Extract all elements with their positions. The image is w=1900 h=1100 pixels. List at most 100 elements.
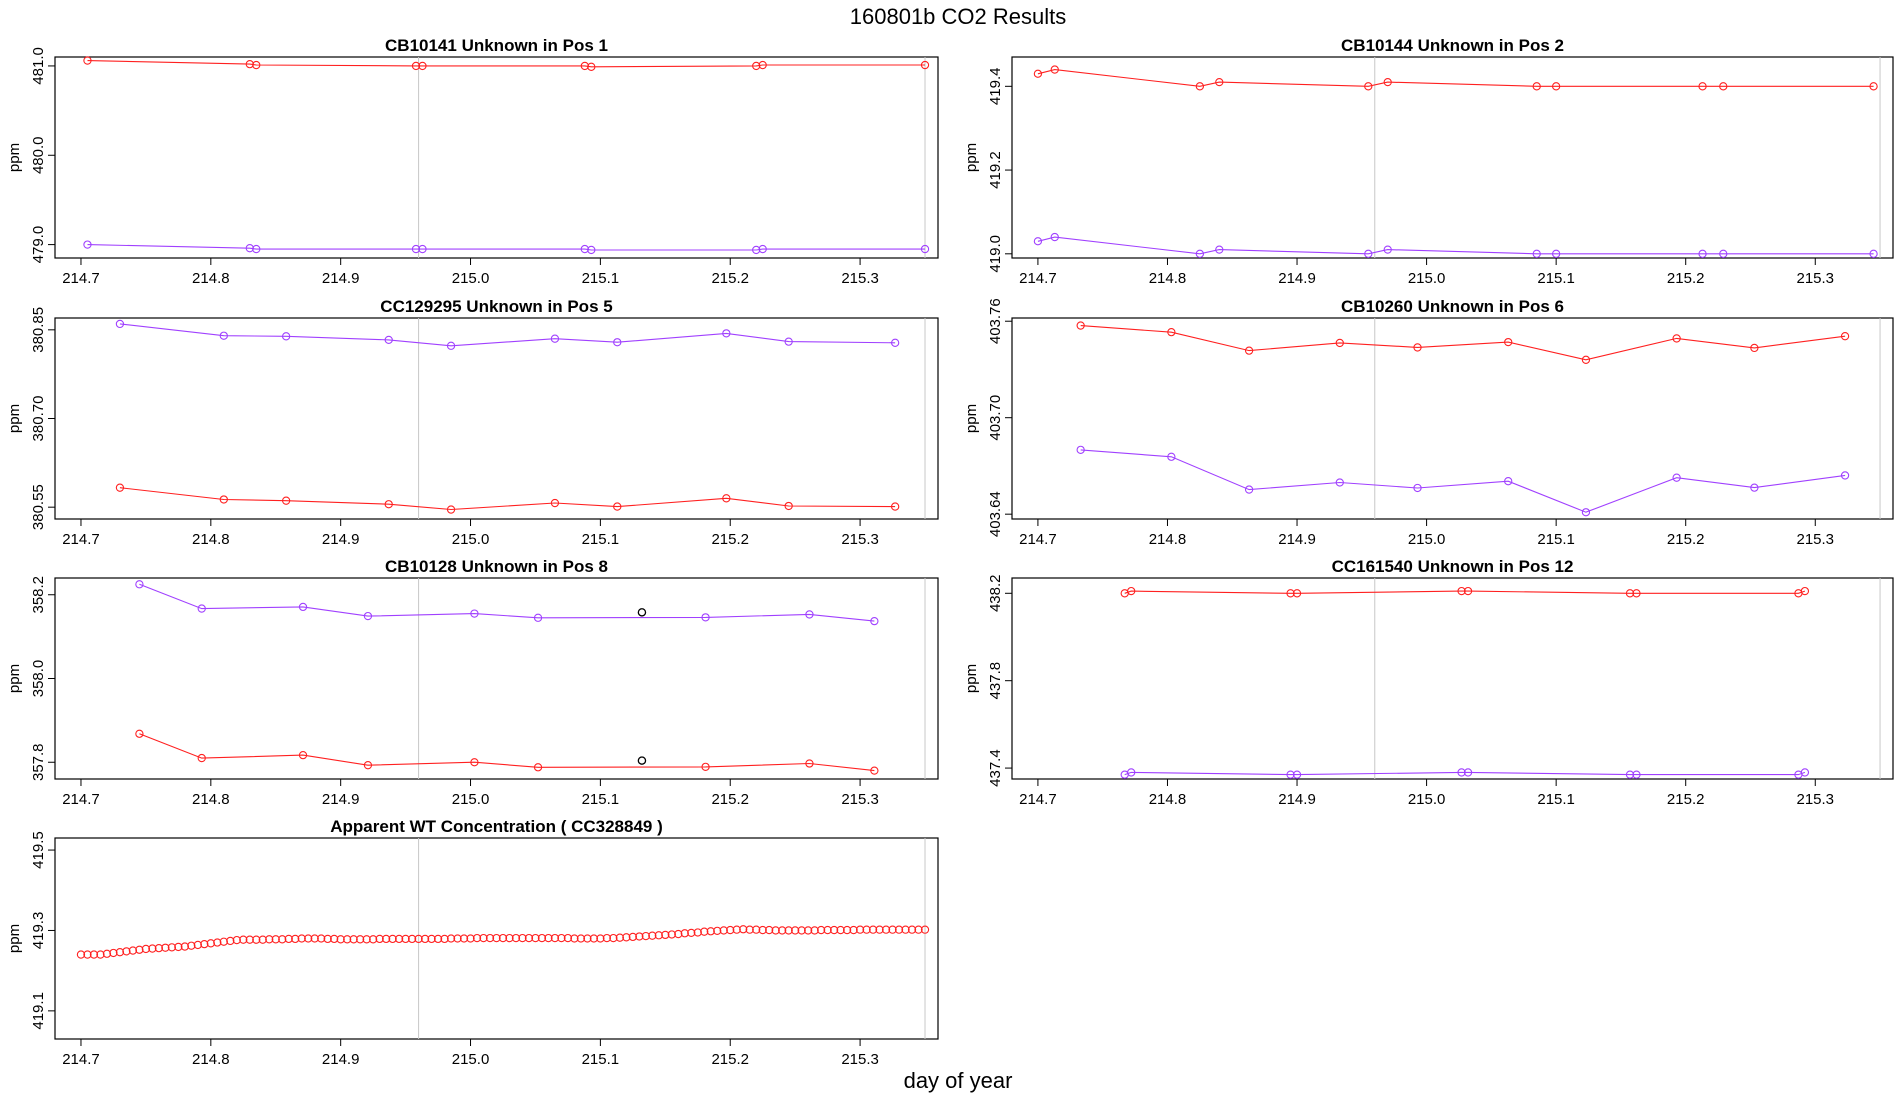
data-point (252, 935, 261, 944)
data-point (739, 925, 748, 934)
panel-4: CB10260 Unknown in Pos 6 ppm 214.7 214.8 214… (963, 297, 1894, 548)
data-point (1033, 69, 1043, 78)
y-axis-label: ppm (963, 143, 980, 172)
data-point (771, 926, 780, 935)
series-line (1080, 449, 1846, 513)
data-point (583, 934, 592, 943)
data-point (661, 930, 670, 940)
data-point (1672, 334, 1681, 343)
data-point (381, 934, 391, 944)
data-point (791, 926, 800, 935)
x-tick-label: 215.1 (1537, 791, 1575, 808)
data-point (1672, 473, 1681, 482)
data-point (1750, 483, 1759, 492)
data-point (613, 502, 622, 511)
data-point (868, 925, 878, 934)
data-point (700, 927, 709, 936)
data-point (1383, 245, 1392, 254)
figure-title: 160801b CO2 Results (850, 4, 1066, 29)
data-point (1840, 332, 1850, 341)
data-point (407, 934, 417, 944)
data-point (1195, 82, 1205, 91)
data-point (1364, 249, 1373, 258)
data-point (870, 766, 879, 775)
y-tick-label: 437.4 (987, 749, 1004, 787)
data-point (816, 925, 826, 935)
data-point (1364, 82, 1373, 91)
x-tick-label: 215.0 (452, 1051, 490, 1068)
data-point (1383, 77, 1392, 87)
panels: CB10141 Unknown in Pos 1 ppm 214.7 214.8 214… (6, 36, 1894, 1068)
data-point (784, 501, 793, 511)
data-point (336, 935, 345, 944)
data-point (148, 944, 157, 953)
data-point (881, 925, 891, 934)
data-point (362, 935, 371, 944)
data-point (492, 933, 501, 943)
plot-frame (54, 56, 939, 259)
data-point (1625, 589, 1635, 598)
data-point (498, 933, 508, 943)
x-tick-label: 215.2 (711, 1051, 749, 1068)
data-point (323, 934, 332, 944)
data-point (1244, 485, 1254, 494)
y-axis-label: ppm (6, 664, 23, 693)
data-point (1800, 768, 1810, 777)
x-tick-label: 214.9 (322, 1051, 360, 1068)
data-point (613, 338, 622, 347)
figure-x-axis-label: day of year (904, 1068, 1013, 1093)
data-point (602, 933, 612, 943)
series-line (1080, 325, 1846, 361)
y-tick-label: 419.5 (30, 831, 47, 869)
data-point (297, 934, 306, 943)
data-point (1719, 82, 1728, 91)
data-point (1457, 586, 1466, 596)
series-line (119, 487, 896, 511)
x-tick-label: 214.9 (1278, 270, 1316, 287)
data-point (829, 925, 839, 935)
data-point (701, 762, 710, 772)
data-point (1195, 249, 1205, 258)
data-point (446, 505, 456, 514)
data-point (1335, 478, 1344, 487)
x-tick-label: 214.8 (192, 531, 230, 548)
data-point (213, 938, 222, 947)
data-point (161, 943, 170, 952)
panel-title: Apparent WT Concentration ( CC328849 ) (330, 817, 663, 836)
data-point (589, 934, 599, 943)
data-point (745, 925, 754, 934)
data-point (1127, 586, 1136, 596)
data-point (363, 611, 373, 621)
data-point (726, 925, 735, 935)
data-point (76, 950, 86, 959)
data-point (537, 933, 547, 943)
data-point (427, 934, 436, 944)
y-axis-label: ppm (6, 924, 23, 953)
x-tick-label: 215.1 (582, 791, 620, 808)
data-point (433, 934, 443, 944)
data-point (180, 942, 190, 951)
data-point (1050, 232, 1059, 242)
x-tick-label: 215.3 (841, 531, 879, 548)
data-point (531, 933, 540, 943)
data-point (732, 925, 741, 934)
data-point (1215, 77, 1224, 87)
x-tick-label: 215.2 (711, 270, 749, 287)
data-point (317, 934, 326, 943)
data-point (533, 613, 543, 622)
x-tick-label: 214.8 (1149, 531, 1187, 548)
data-point (252, 244, 261, 254)
data-point (453, 934, 462, 943)
data-point (778, 926, 787, 935)
data-point (524, 933, 534, 943)
data-point (446, 934, 456, 943)
data-point (1413, 483, 1422, 493)
data-point (752, 925, 761, 934)
data-point (284, 934, 293, 944)
data-point (890, 338, 900, 347)
data-point (1750, 343, 1759, 353)
data-point (167, 943, 177, 952)
data-point (544, 933, 553, 943)
x-tick-label: 215.0 (452, 791, 490, 808)
x-tick-label: 215.3 (1796, 531, 1834, 548)
